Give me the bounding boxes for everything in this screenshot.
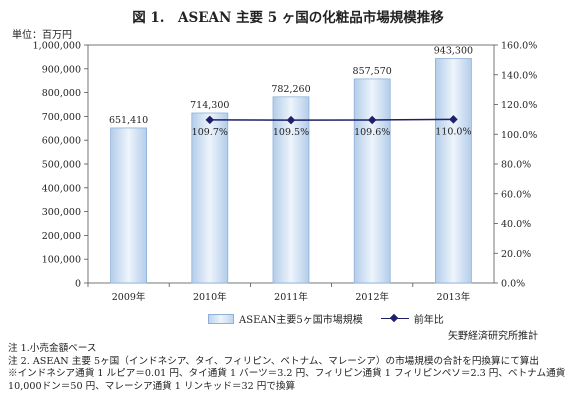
legend-label-yoy: 前年比 [413,315,444,326]
yoy-point [449,115,458,124]
y-right-tick-label: 120.0% [501,100,537,111]
source-credit: 矢野経済研究所推計 [448,331,538,342]
legend-line-swatch [380,315,409,323]
y-right-tick-label: 0.0% [501,279,525,290]
yoy-point [286,115,296,125]
bar [110,127,147,284]
bar [272,96,310,284]
yoy-point [205,115,215,125]
yoy-data-label: 109.5% [273,127,309,138]
chart-title: 図 1. ASEAN 主要 5 ヶ国の化粧品市場規模推移 [132,10,444,26]
yoy-data-label: 109.6% [354,127,390,138]
x-tick-label: 2013年 [437,291,471,303]
y-right-tick-label: 100.0% [501,130,537,141]
x-tick-label: 2010年 [193,291,227,303]
y-right-tick-label: 60.0% [501,189,531,200]
y-left-tick-label: 600,000 [42,136,81,147]
note-line: ※インドネシア通貨 1 ルピア＝0.01 円、タイ通貨 1 バーツ＝3.2 円、… [8,368,566,379]
note-line: 注 2. ASEAN 主要 5ヶ国（インドネシア、タイ、フィリピン、ベトナム、マ… [8,355,539,367]
y-left-tick-label: 300,000 [42,207,81,218]
y-left-tick-label: 100,000 [42,255,81,266]
y-axis-unit-label: 単位：百万円 [12,30,72,41]
yoy-series-line [209,118,454,121]
bar-data-label: 714,300 [190,100,229,111]
bar-data-label: 943,300 [434,45,473,56]
legend-label-market-size: ASEAN主要5ヶ国市場規模 [239,315,363,326]
y-left-tick-label: 0 [75,279,81,290]
note-line: 10,000ドン＝50 円、マレーシア通貨 1 リンキッド＝32 円で換算 [8,380,296,392]
y-left-tick-label: 500,000 [42,160,81,171]
bar [191,112,229,284]
y-left-tick-label: 1,000,000 [33,41,81,52]
chart-legend: ASEAN主要5ヶ国市場規模 前年比 [208,311,462,326]
y-right-tick-label: 140.0% [501,70,537,81]
notes-block: 注 1.小売金額ベース 注 2. ASEAN 主要 5ヶ国（インドネシア、タイ、… [8,343,565,393]
x-tick-label: 2009年 [112,291,146,303]
bar [353,78,391,284]
yoy-data-label: 109.7% [192,127,228,138]
y-left-tick-label: 900,000 [42,64,81,75]
note-line: 注 1.小売金額ベース [8,343,97,354]
y-right-tick-label: 40.0% [501,219,531,230]
y-left-tick-label: 800,000 [42,88,81,99]
legend-item-market-size: ASEAN主要5ヶ国市場規模 [208,311,363,326]
x-tick-label: 2012年 [355,291,389,303]
x-tick-label: 2011年 [274,291,308,303]
legend-bar-swatch [208,313,234,324]
y-right-tick-label: 20.0% [501,249,531,260]
bar [434,58,472,284]
y-left-tick-label: 400,000 [42,183,81,194]
chart-svg: 0 100,000 200,000 300,000 400,000 500,000 600,… [33,41,538,304]
bar-data-label: 782,260 [271,84,310,95]
yoy-point [367,115,377,125]
y-right-tick-label: 160.0% [501,41,537,52]
bar-data-label: 857,570 [353,66,392,77]
y-right-tick-label: 80.0% [501,160,531,171]
bar-data-label: 651,410 [109,115,148,126]
yoy-data-label: 110.0% [435,126,471,137]
legend-item-yoy: 前年比 [380,311,444,326]
y-left-tick-label: 200,000 [42,231,81,242]
y-left-tick-label: 700,000 [42,112,81,123]
